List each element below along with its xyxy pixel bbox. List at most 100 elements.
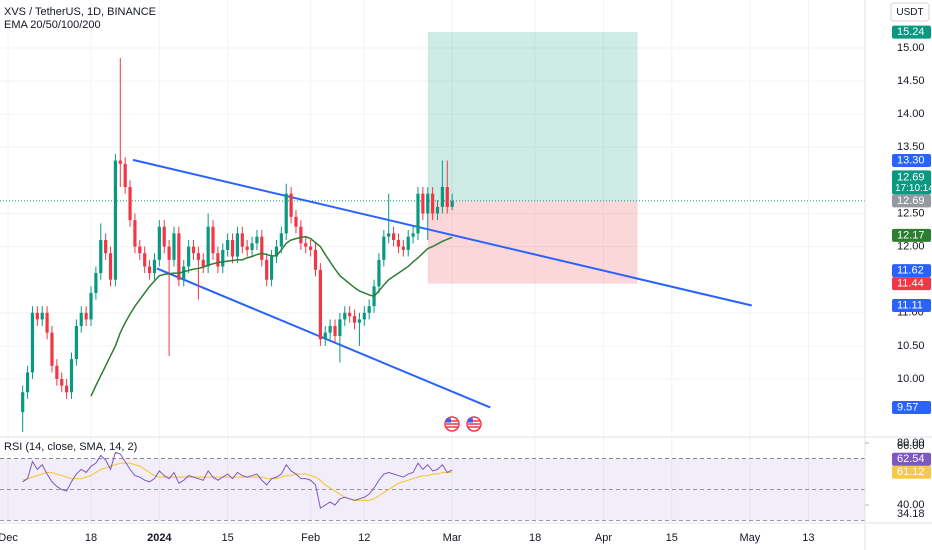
candle-body [108, 253, 113, 280]
candle-body [250, 243, 254, 250]
currency-label[interactable]: USDT [896, 7, 923, 18]
candle-body [450, 200, 454, 207]
indicator-label: EMA 20/50/100/200 [4, 19, 101, 31]
candle-body [401, 246, 405, 250]
candle-body [445, 187, 449, 207]
candle-body [69, 359, 74, 393]
price-badge [892, 465, 931, 479]
candle-body [230, 239, 235, 257]
candle-body [279, 233, 283, 247]
candle-body [265, 259, 269, 280]
candle-body [274, 246, 279, 257]
candle-body [138, 246, 142, 254]
x-tick-label: Apr [595, 532, 612, 544]
event-icons [444, 416, 482, 432]
rsi-tick-label: 40.00 [897, 499, 925, 511]
candle-body [74, 326, 78, 360]
candle-body [60, 379, 64, 386]
price-badge [892, 452, 931, 466]
candle-body [21, 392, 25, 413]
price-badge [892, 228, 931, 242]
candle-body [128, 187, 132, 221]
candle-body [147, 266, 152, 274]
x-tick-label: Mar [443, 532, 462, 544]
ema-line [90, 235, 453, 397]
price-badge-label: 11.44 [897, 278, 924, 290]
candle-body [187, 246, 191, 267]
x-tick-label: May [739, 532, 760, 544]
candle-body [240, 233, 244, 247]
candle-body [133, 220, 137, 247]
candle-body [440, 187, 444, 207]
price-badge [892, 25, 931, 39]
candle-body [411, 233, 415, 237]
candle-body [211, 226, 215, 254]
x-tick-label: 13 [802, 532, 814, 544]
candle-body [235, 233, 240, 257]
price-badge [892, 264, 931, 278]
candle-body [216, 253, 220, 267]
candle-body [55, 365, 59, 380]
candle-body [382, 236, 386, 260]
candle-body [157, 226, 161, 260]
y-tick-label: 12.50 [897, 207, 925, 219]
x-tick-label: Feb [301, 532, 320, 544]
candle-body [357, 319, 362, 323]
rsi-band-fill [0, 458, 865, 521]
candle-body [304, 243, 308, 247]
candle-body [396, 239, 401, 247]
candle-body [40, 312, 44, 320]
candle-body [45, 312, 49, 333]
price-badge [892, 170, 931, 195]
candle-body [343, 312, 347, 320]
candle-body [323, 332, 327, 340]
candle-body [313, 249, 318, 270]
y-tick-label: 14.00 [897, 108, 925, 120]
candle-body [167, 246, 171, 260]
price-badge-label: 12.69 [897, 171, 925, 183]
flag-canton [446, 418, 451, 423]
candle-body [118, 160, 122, 164]
price-badge-label: 15.24 [897, 26, 925, 38]
candle-body [191, 246, 196, 254]
candle-body [94, 273, 98, 293]
price-badge-label: 34.18 [897, 508, 925, 520]
candle-body [289, 193, 293, 217]
candle-body [269, 256, 274, 280]
candle-body [416, 193, 420, 234]
candle-body [435, 206, 440, 214]
candle-body [221, 249, 225, 267]
x-tick-label: 18 [85, 532, 97, 544]
price-badge-label: 66.00 [897, 440, 925, 452]
price-badge [892, 400, 931, 414]
candle-body [196, 253, 200, 260]
x-tick-label: 15 [222, 532, 234, 544]
price-badge [892, 194, 931, 208]
candle-body [431, 193, 435, 214]
y-tick-label: 10.00 [897, 373, 925, 385]
y-tick-label: 10.50 [897, 340, 925, 352]
candle-body [65, 385, 69, 393]
price-badge-label: 12.17 [897, 229, 925, 241]
candle-body [367, 306, 371, 313]
candle-body [421, 193, 425, 214]
plot-layer [0, 0, 865, 523]
candle-body [391, 233, 396, 240]
candle-body [162, 226, 166, 247]
x-tick-label: Dec [0, 532, 18, 544]
candle-body [294, 216, 298, 227]
currency-button[interactable] [890, 2, 930, 22]
rsi-line [22, 451, 453, 509]
candle-body [333, 326, 337, 336]
candle-body [113, 160, 118, 280]
candle-body [406, 236, 410, 250]
candle-body [245, 246, 249, 250]
price-badge [892, 154, 931, 168]
y-tick-label: 14.50 [897, 75, 925, 87]
candle-body [30, 312, 35, 373]
y-tick-label: 15.00 [897, 42, 925, 54]
candle-body [50, 332, 54, 366]
candle-body [318, 269, 322, 340]
x-tick-label: 12 [358, 532, 370, 544]
